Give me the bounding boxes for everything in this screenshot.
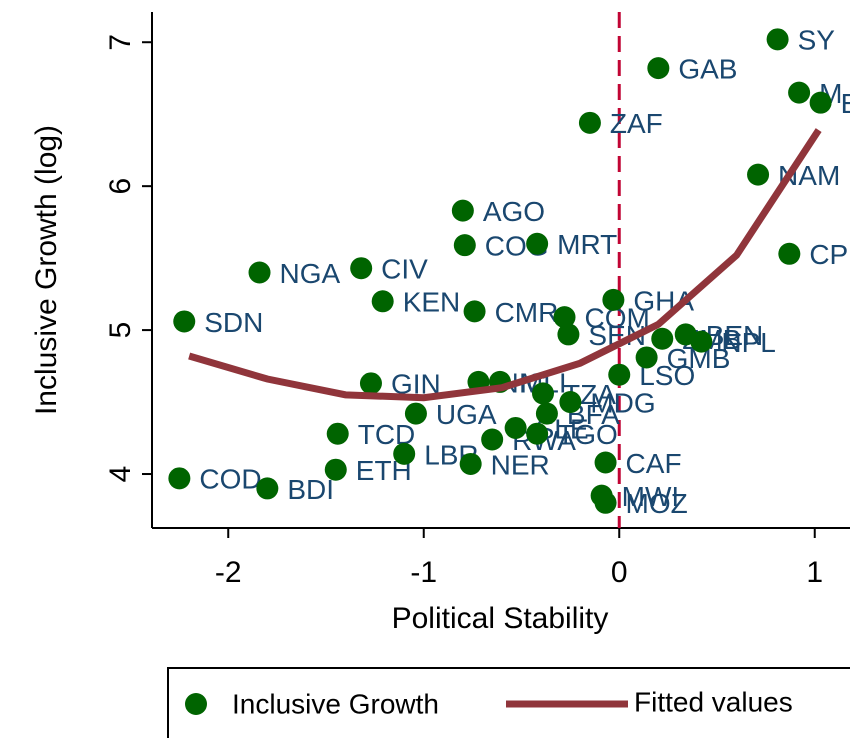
y-tick-label: 4 (104, 466, 137, 483)
point-label: CAF (626, 448, 682, 479)
point (647, 57, 670, 80)
x-tick-label: -2 (215, 556, 242, 589)
point (168, 467, 191, 490)
point-label: NGA (280, 258, 341, 289)
point-label: UGA (436, 399, 497, 430)
point (578, 111, 601, 134)
y-axis-label: Inclusive Growth (log) (30, 125, 63, 415)
point (535, 402, 558, 425)
point-label: MWI (622, 481, 680, 512)
point (778, 242, 801, 265)
point (766, 28, 789, 51)
point (173, 310, 196, 333)
point (608, 363, 631, 386)
point-label: MOZ (626, 488, 688, 519)
point-label: COD (199, 464, 261, 495)
x-tick-label: 1 (806, 556, 823, 589)
point-label: SDN (204, 307, 263, 338)
point (557, 323, 580, 346)
point (809, 91, 832, 114)
point (553, 306, 576, 329)
point-label: GAB (678, 54, 737, 85)
y-tick-label: 7 (104, 34, 137, 51)
point (602, 288, 625, 311)
point-label: SY (798, 25, 836, 56)
point (504, 416, 527, 439)
legend-label: Fitted values (634, 686, 793, 717)
point-label: BEN (706, 320, 764, 351)
point-label: ZAF (610, 108, 663, 139)
legend-marker (185, 693, 207, 715)
point-label: CMR (495, 297, 559, 328)
point (526, 232, 549, 255)
point (404, 402, 427, 425)
fitted-line (188, 128, 822, 402)
point (526, 422, 549, 445)
point (451, 199, 474, 222)
y-tick-label: 5 (104, 322, 137, 339)
point-label: NPL (721, 327, 775, 358)
point (350, 257, 373, 280)
point-label: NER (491, 449, 550, 480)
point (324, 458, 347, 481)
x-tick-label: -1 (410, 556, 437, 589)
point (359, 372, 382, 395)
point (453, 234, 476, 257)
point-label: AGO (483, 196, 545, 227)
point (559, 391, 582, 414)
point-label: MRT (557, 229, 617, 260)
point (532, 382, 554, 405)
x-tick-label: 0 (611, 556, 628, 589)
point (371, 290, 394, 313)
point (690, 330, 713, 353)
point-label: CIV (381, 254, 428, 285)
point (248, 261, 271, 284)
point (256, 477, 279, 500)
y-tick-label: 6 (104, 178, 137, 195)
point-label: KEN (403, 287, 461, 318)
point (651, 327, 674, 350)
point (594, 491, 617, 514)
point-label: MDG (590, 387, 655, 418)
point (788, 81, 811, 104)
point (459, 452, 482, 475)
point-label: CP (809, 239, 848, 270)
point (747, 163, 770, 186)
point (481, 428, 504, 451)
legend-label: Inclusive Growth (232, 688, 439, 719)
point (463, 300, 486, 323)
point (326, 422, 349, 445)
point-label: E (841, 88, 850, 119)
point-label: BDI (287, 474, 334, 505)
x-axis-label: Political Stability (392, 602, 609, 635)
point (393, 442, 416, 465)
point (594, 451, 617, 474)
point-label: TGO (557, 419, 618, 450)
point (635, 346, 658, 369)
